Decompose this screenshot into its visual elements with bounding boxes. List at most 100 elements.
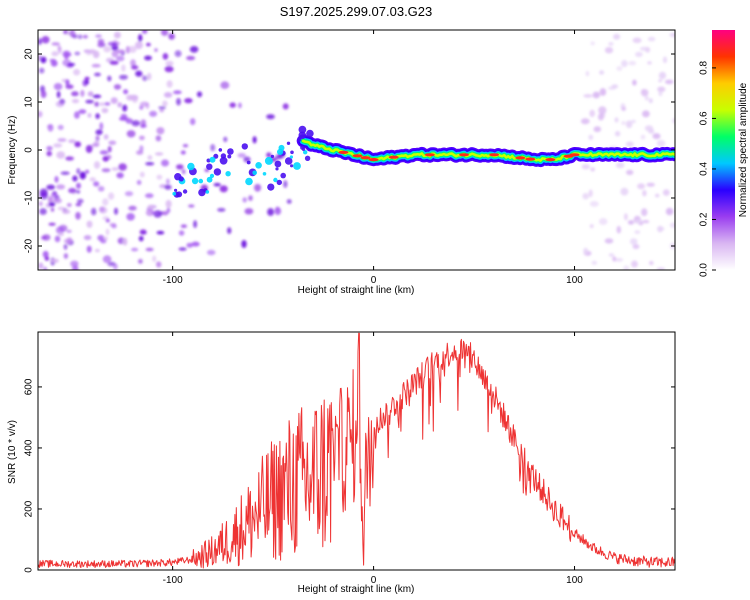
colorbar-tick-label: 0.2 — [699, 212, 710, 226]
ridge-blob — [187, 162, 195, 171]
ridge-blob — [172, 191, 176, 196]
y-tick-label: 10 — [24, 96, 35, 108]
ridge-hotspot — [368, 158, 379, 162]
spectrogram-ridge — [172, 125, 675, 198]
y-tick-label: 0 — [24, 147, 35, 153]
ridge-blob — [252, 170, 257, 176]
colorbar: 0.0 0.2 0.4 0.6 0.8 Normalized spectral ampl… — [699, 30, 749, 277]
ridge-blob — [275, 167, 279, 171]
ridge-blob — [280, 172, 287, 179]
ridge-blob — [298, 131, 307, 140]
ridge-hotspot — [515, 156, 526, 160]
ridge-hotspot — [459, 153, 469, 157]
y-tick-label: 600 — [24, 378, 35, 395]
ridge-hotspot — [545, 158, 556, 162]
ridge-blob — [206, 158, 211, 163]
ridge-blob — [198, 178, 204, 184]
ridge-blob — [206, 163, 213, 170]
ridge-blob — [262, 172, 267, 176]
spectrogram-y-ticks: -20 -10 0 10 20 — [24, 48, 675, 253]
ridge-blob — [174, 188, 178, 192]
ridge-blob — [278, 144, 285, 151]
ridge-blob — [225, 171, 231, 177]
ridge-blob — [304, 155, 311, 161]
ridge-blob — [289, 155, 293, 159]
ridge-blob — [205, 190, 210, 194]
y-tick-label: 20 — [24, 48, 35, 60]
ridge-blob — [267, 183, 275, 191]
ridge-blob — [178, 176, 184, 182]
colorbar-ticks: 0.0 0.2 0.4 0.6 0.8 — [699, 61, 716, 277]
colorbar-label: Normalized spectral amplitude — [738, 82, 749, 217]
colorbar-tick-label: 0.6 — [699, 111, 710, 125]
ridge-hotspot — [424, 153, 435, 157]
ridge-blob — [293, 162, 301, 170]
ridge-blob — [284, 157, 293, 165]
spectrogram-y-label: Frequency (Hz) — [7, 116, 18, 185]
snr-series-line — [38, 332, 675, 569]
snr-x-ticks: -100 0 100 — [163, 332, 583, 586]
colorbar-tick-label: 0.0 — [699, 263, 710, 277]
ridge-blob — [286, 141, 291, 145]
ridge-blob — [255, 162, 262, 169]
snr-panel: -100 0 100 0 200 400 600 Height of straight l… — [7, 331, 676, 595]
ridge-hotspot — [338, 150, 349, 154]
ridge-blob — [245, 177, 253, 186]
ridge-blob — [227, 154, 232, 159]
ridge-blob — [264, 156, 273, 165]
ridge-blob — [290, 164, 294, 168]
y-tick-label: 200 — [24, 500, 35, 517]
snr-x-label: Height of straight line (km) — [298, 584, 415, 595]
snr-y-ticks: 0 200 400 600 — [24, 378, 675, 573]
colorbar-tick-label: 0.4 — [699, 162, 710, 176]
ridge-hotspot — [569, 153, 580, 157]
y-tick-label: -10 — [24, 190, 35, 205]
ridge-hotspot — [489, 153, 500, 157]
ridge-hotspot — [352, 154, 363, 158]
y-tick-label: -20 — [24, 238, 35, 253]
ridge-hotspot — [525, 157, 536, 161]
spectrogram-x-ticks: -100 0 100 — [163, 30, 583, 286]
ridge-blob — [273, 177, 278, 183]
ridge-hotspot — [360, 156, 371, 160]
ridge-blob — [241, 143, 248, 150]
snr-frame — [37, 331, 676, 571]
x-tick-label: -100 — [163, 275, 183, 286]
ridge-blob — [298, 125, 307, 134]
x-tick-label: 0 — [371, 575, 377, 586]
colorbar-tick-label: 0.8 — [699, 61, 710, 75]
x-tick-label: 0 — [371, 275, 377, 286]
snr-y-label: SNR (10 * v/v) — [7, 420, 18, 484]
ridge-blob — [220, 153, 227, 159]
ridge-blob — [276, 179, 282, 186]
ridge-blob — [303, 150, 308, 155]
ridge-hotspot — [388, 155, 399, 159]
x-tick-label: -100 — [163, 575, 183, 586]
ridge-blob — [182, 189, 188, 194]
y-tick-label: 0 — [24, 567, 35, 573]
snr-plot-area — [38, 332, 675, 570]
ridge-blob — [227, 148, 234, 155]
y-tick-label: 400 — [24, 439, 35, 456]
chart-title: S197.2025.299.07.03.G23 — [280, 4, 433, 19]
ridge-blob — [270, 154, 275, 159]
ridge-blob — [209, 156, 216, 163]
ridge-blob — [297, 137, 302, 142]
ridge-blob — [219, 156, 228, 165]
ridge-blob — [209, 173, 215, 178]
spectrogram-x-label: Height of straight line (km) — [298, 285, 415, 296]
colorbar-gradient — [712, 30, 735, 270]
ridge-blob — [274, 160, 282, 168]
ridge-blob — [218, 148, 223, 152]
ridge-blob — [206, 176, 213, 183]
ridge-blob — [246, 160, 251, 165]
x-tick-label: 100 — [566, 275, 583, 286]
ridge-blob — [191, 177, 199, 185]
ridge-blob — [213, 168, 222, 176]
x-tick-label: 100 — [566, 575, 583, 586]
ridge-blob — [306, 129, 314, 138]
ridge-blob — [176, 191, 183, 198]
ridge-blob — [290, 150, 294, 155]
